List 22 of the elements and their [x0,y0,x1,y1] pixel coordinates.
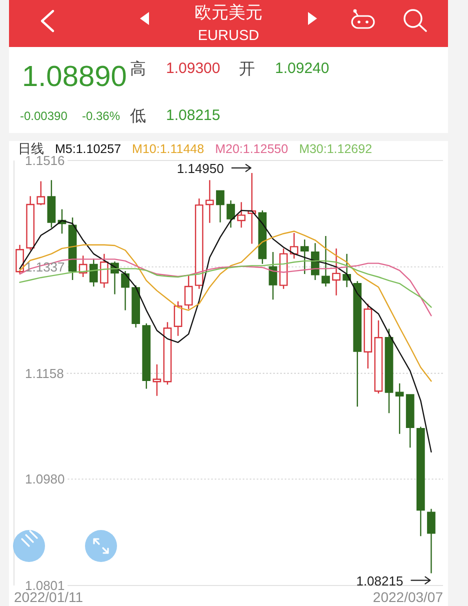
legend-title: 日线 [18,141,44,156]
legend-item: M10:1.11448 [132,142,204,156]
annotation: 开 [239,61,255,78]
legend-item: M30:1.12692 [299,142,372,156]
legend-item: M20:1.12550 [215,142,288,156]
annotation: 低 [130,108,146,125]
annotation: 1.08890 [22,61,127,93]
ytick-label: 1.1158 [25,366,64,381]
annotation: 1.09240 [275,60,330,77]
annotation: 高 [130,61,146,78]
annotation: 1.08215 [166,107,220,124]
legend-item: M5:1.10257 [55,142,122,156]
annotation: 1.09300 [166,60,220,77]
annotation: -0.00390 [20,109,68,123]
ytick-label: 1.0980 [25,472,65,487]
title: 欧元美元 [194,3,262,22]
annotation: 1.08215 [356,573,404,588]
annotation: -0.36% [82,109,120,123]
annotation-date: 2022/03/07 [372,589,443,605]
ytick-label: 1.1516 [25,153,65,168]
subtitle: EURUSD [198,28,260,44]
annotation: 1.14950 [176,160,224,176]
